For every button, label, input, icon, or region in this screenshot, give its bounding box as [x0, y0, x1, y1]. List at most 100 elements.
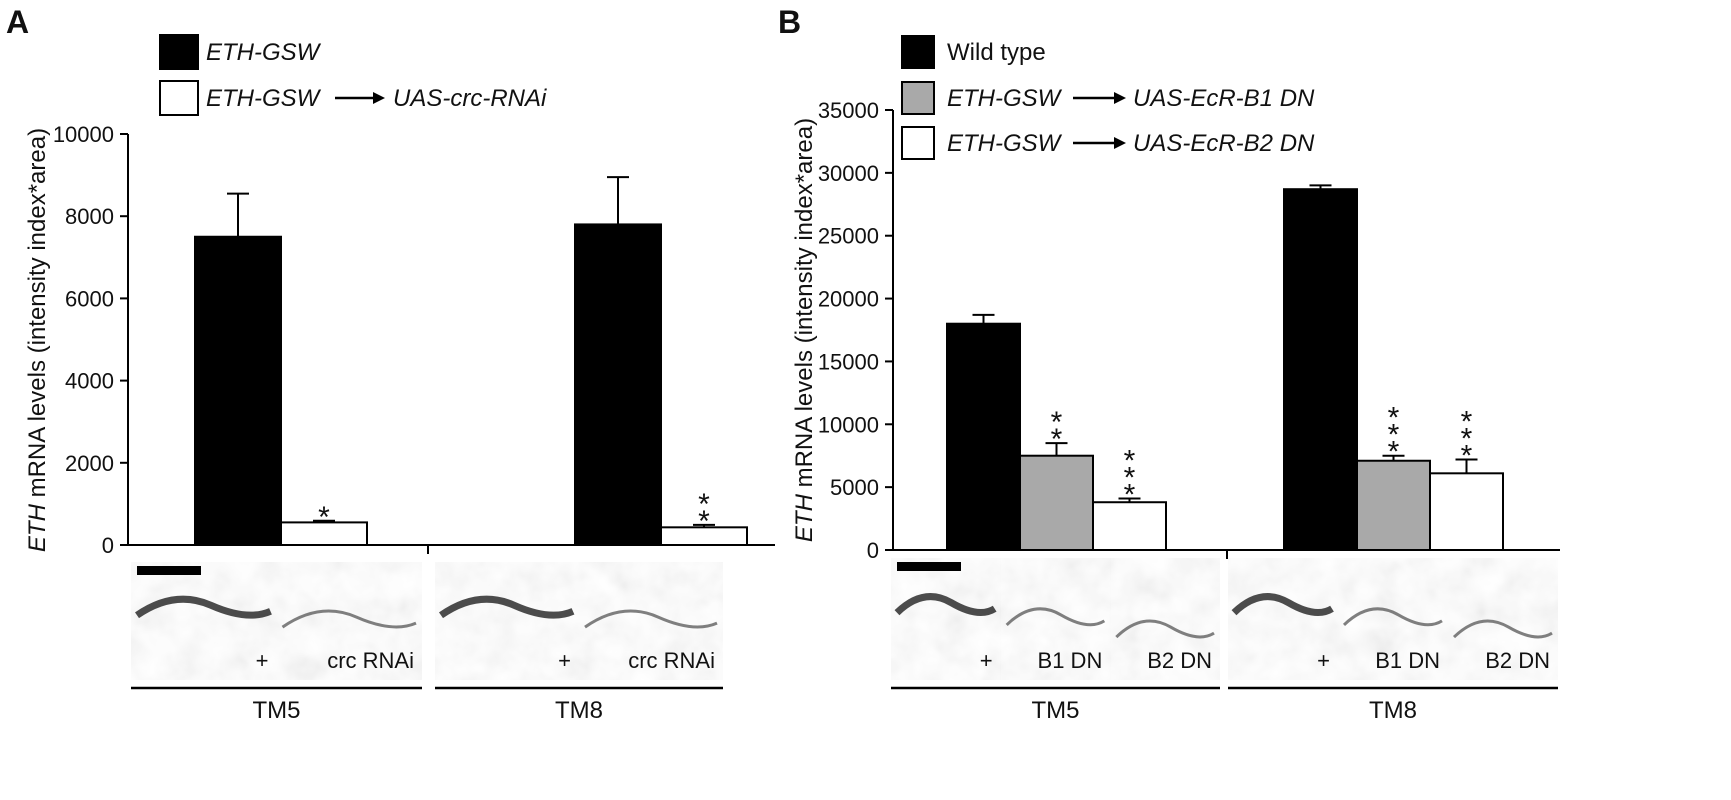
micrograph-label: B2 DN: [1485, 648, 1550, 673]
group-label: TM5: [253, 697, 301, 724]
y-tick-label: 2000: [65, 451, 114, 476]
micrograph-tile: [131, 562, 277, 680]
group-label: TM8: [1369, 697, 1417, 724]
legend-arrow-target: UAS-crc-RNAi: [393, 85, 547, 112]
micrograph-tissue: [1452, 619, 1553, 639]
micrograph-tile: [1448, 558, 1558, 680]
micrograph-label: B1 DN: [1038, 648, 1103, 673]
micrograph-tile: [1228, 558, 1338, 680]
panel-a-ylabel-rest: mRNA levels (intensity index*area): [24, 128, 51, 504]
bar-tm5-series-2: [1092, 501, 1167, 552]
y-tick-label: 30000: [818, 161, 879, 186]
panel-a-group-labels: TM5 TM8: [131, 686, 723, 724]
bar-tm5-series-1: [1019, 454, 1094, 552]
legend-swatch: [159, 34, 199, 70]
micrograph-label: B2 DN: [1147, 648, 1212, 673]
bar-tm8-series-0: [574, 223, 662, 546]
scale-bar: [137, 566, 201, 575]
micrograph-tissue: [1005, 607, 1106, 627]
micrograph-label: +: [980, 648, 993, 673]
y-tick-label: 10000: [53, 122, 114, 147]
micrograph-tile: [276, 562, 422, 680]
y-tick-label: 35000: [818, 98, 879, 123]
legend-label: ETH-GSW: [206, 39, 322, 66]
arrow-icon: [1114, 92, 1126, 104]
legend-swatch: [901, 126, 935, 160]
panel-a-ylabel-italic: ETH: [24, 503, 51, 552]
significance-mark: *: [1051, 406, 1063, 439]
panel-b-group-labels: TM5 TM8: [891, 686, 1558, 724]
y-tick-label: 5000: [830, 475, 879, 500]
panel-b: B ETH mRNA levels (intensity index*area)…: [778, 4, 1560, 724]
significance-mark: *: [1124, 478, 1136, 511]
y-tick-label: 6000: [65, 286, 114, 311]
micrograph-tile: [1110, 558, 1220, 680]
significance-mark: *: [1388, 436, 1400, 469]
y-tick-label: 8000: [65, 204, 114, 229]
panel-a-legend: ETH-GSW ETH-GSW UAS-crc-RNAi: [159, 34, 547, 116]
panel-a: A ETH mRNA levels (intensity index*area)…: [6, 4, 775, 724]
micrograph-tissue: [584, 609, 718, 629]
significance-mark: *: [1388, 402, 1400, 435]
y-tick-label: 0: [102, 533, 114, 558]
panel-b-micrographs: + B1 DN B2 DN + B1 DN B2 DN: [891, 558, 1558, 680]
bar-tm8-series-0: [1283, 188, 1358, 551]
micrograph-tissue: [1231, 593, 1334, 617]
legend-swatch: [901, 35, 935, 69]
bar-tm8-series-1: [1356, 459, 1431, 551]
panel-a-micrographs: + crc RNAi + crc RNAi: [131, 562, 723, 680]
micrograph-tissue: [281, 609, 417, 629]
micrograph-label: +: [1317, 648, 1330, 673]
micrograph-label: +: [558, 648, 571, 673]
micrograph-tile: [435, 562, 579, 680]
panel-b-letter: B: [778, 4, 801, 40]
significance-mark: *: [1124, 461, 1136, 494]
panel-b-legend: Wild type ETH-GSW UAS-EcR-B1 DN ETH-GSW UAS-…: [901, 35, 1315, 160]
legend-swatch: [901, 81, 935, 115]
significance-mark: *: [318, 501, 330, 534]
panel-b-ylabel: ETH mRNA levels (intensity index*area): [791, 118, 818, 542]
group-label: TM8: [555, 697, 603, 724]
micrograph-tile: [579, 562, 723, 680]
panel-a-bars: * **: [194, 176, 748, 547]
micrograph-tile: [891, 558, 1001, 680]
panel-b-ylabel-italic: ETH: [791, 493, 818, 542]
micrograph-tile: [1338, 558, 1448, 680]
legend-label: ETH-GSW: [947, 85, 1063, 112]
y-tick-label: 15000: [818, 349, 879, 374]
micrograph-label: crc RNAi: [628, 648, 715, 673]
panel-a-letter: A: [6, 4, 29, 40]
bar-tm5-series-0: [194, 235, 282, 546]
significance-mark: *: [1051, 423, 1063, 456]
y-tick-label: 10000: [818, 412, 879, 437]
significance-mark: *: [1388, 419, 1400, 452]
panel-b-ylabel-rest: mRNA levels (intensity index*area): [791, 118, 818, 494]
significance-mark: *: [1461, 405, 1473, 438]
micrograph-tissue: [894, 593, 997, 617]
bar-tm5-series-0: [946, 322, 1021, 552]
bar-tm5-series-1: [280, 521, 368, 547]
legend-label: Wild type: [947, 39, 1046, 66]
y-tick-label: 4000: [65, 369, 114, 394]
legend-label: ETH-GSW: [206, 85, 322, 112]
significance-mark: *: [1124, 444, 1136, 477]
significance-mark: *: [698, 505, 710, 538]
significance-mark: *: [1461, 439, 1473, 472]
arrow-icon: [1114, 137, 1126, 149]
micrograph-tissue: [135, 595, 272, 619]
micrograph-tile: [1000, 558, 1111, 680]
micrograph-tissue: [1342, 607, 1443, 627]
bar-tm8-series-1: [660, 526, 748, 547]
legend-label: ETH-GSW: [947, 130, 1063, 157]
bar-tm8-series-2: [1429, 472, 1504, 552]
panel-b-bars: ***** ******: [946, 184, 1504, 552]
panel-a-ylabel: ETH mRNA levels (intensity index*area): [24, 128, 51, 552]
panel-a-y-axis: 0 2000 4000 6000 8000 10000: [53, 122, 775, 558]
significance-mark: *: [1461, 422, 1473, 455]
legend-swatch: [159, 80, 199, 116]
y-tick-label: 25000: [818, 224, 879, 249]
micrograph-tissue: [1115, 619, 1215, 639]
group-label: TM5: [1032, 697, 1080, 724]
micrograph-label: B1 DN: [1375, 648, 1440, 673]
legend-arrow-target: UAS-EcR-B2 DN: [1133, 130, 1315, 157]
